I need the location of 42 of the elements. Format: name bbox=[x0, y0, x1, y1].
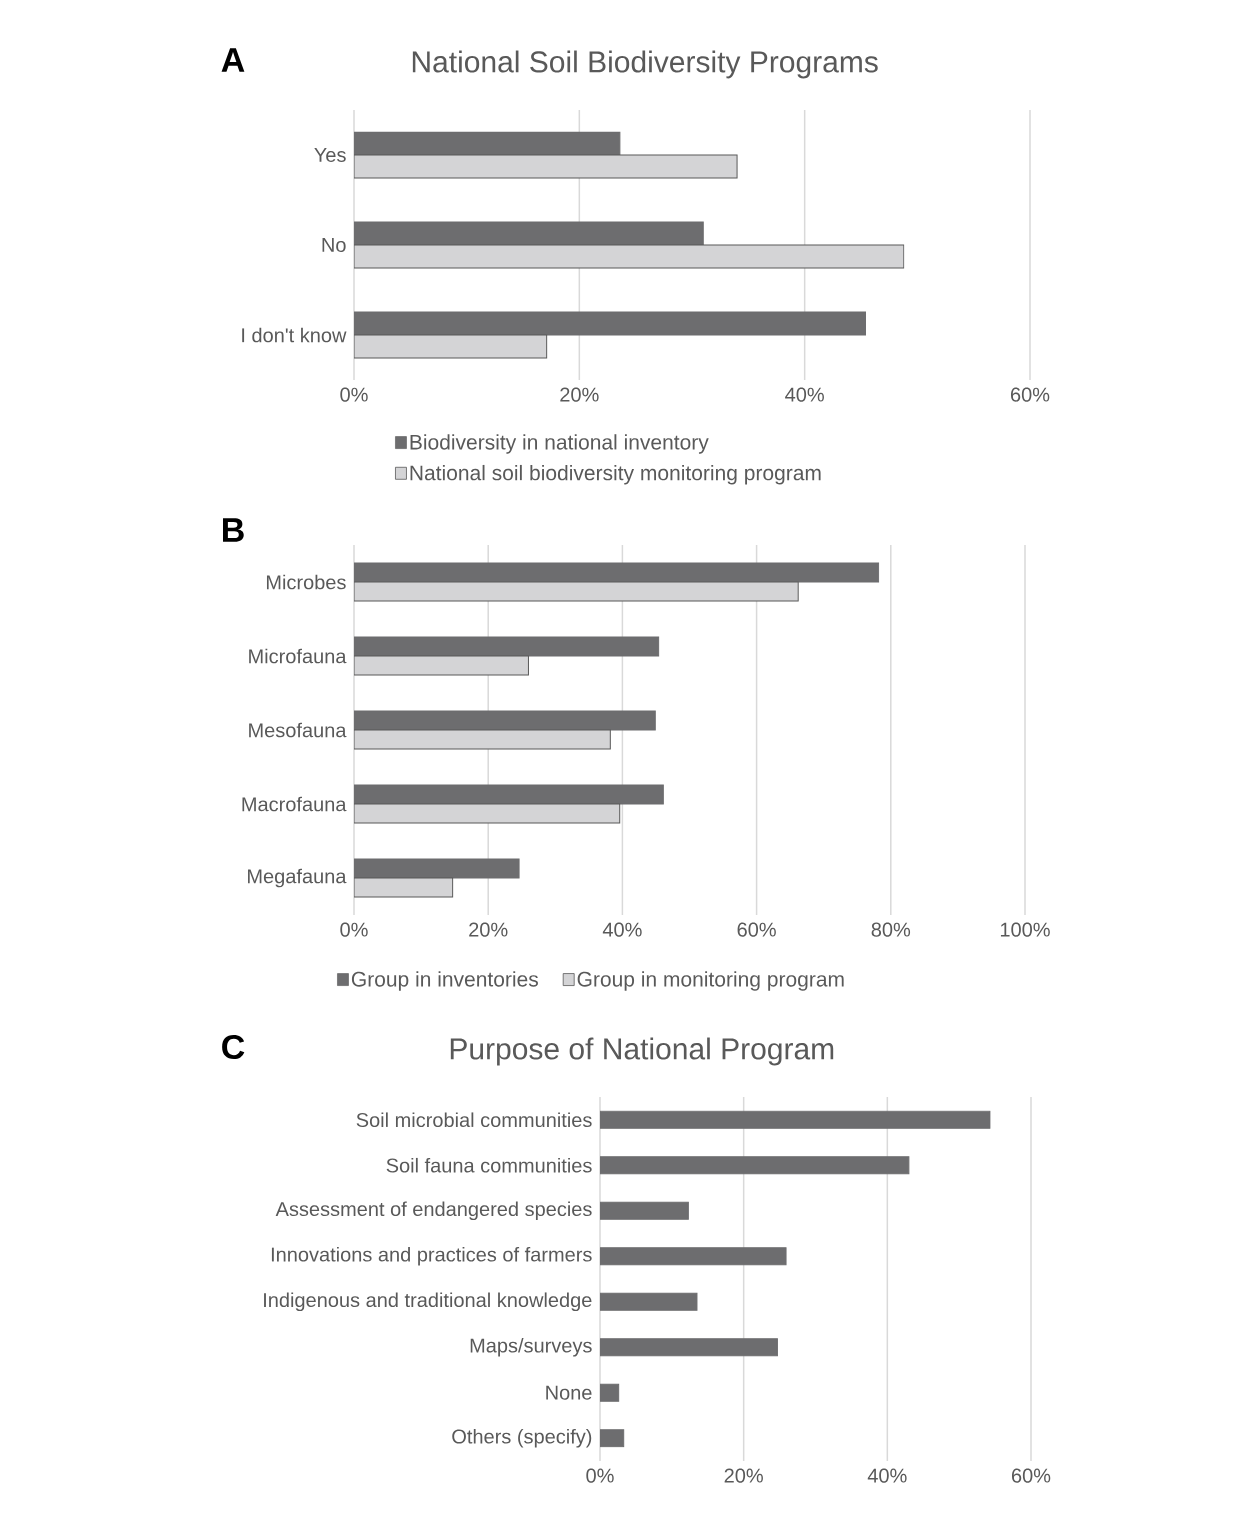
y-tick-label: Soil microbial communities bbox=[356, 1112, 592, 1128]
x-tick-label: 0% bbox=[586, 1468, 614, 1483]
y-tick-label: Megafauna bbox=[248, 868, 347, 888]
x-tick-label: 100% bbox=[1000, 922, 1050, 937]
chart-title: National Soil Biodiversity Programs bbox=[412, 50, 878, 79]
x-tick-label: 20% bbox=[560, 387, 599, 402]
bar bbox=[354, 244, 905, 269]
chart-title: Purpose of National Program bbox=[450, 1037, 834, 1066]
legend-label: Group in monitoring program bbox=[577, 971, 844, 991]
y-tick-label: No bbox=[322, 238, 346, 252]
y-tick-label: Mesofauna bbox=[249, 722, 347, 738]
x-tick-label: 60% bbox=[737, 922, 776, 937]
y-tick-label: Others (specify) bbox=[452, 1428, 592, 1448]
y-tick-label: Soil fauna communities bbox=[386, 1157, 592, 1173]
y-tick-label: Indigenous and traditional knowledge bbox=[264, 1292, 592, 1312]
y-tick-label: Yes bbox=[314, 148, 346, 162]
x-tick-label: 40% bbox=[867, 1468, 907, 1483]
legend-label: Biodiversity in national inventory bbox=[410, 434, 709, 454]
x-tick-label: 20% bbox=[469, 922, 508, 937]
y-tick-label: None bbox=[546, 1385, 592, 1400]
y-tick-label: Assessment of endangered species bbox=[275, 1201, 592, 1221]
y-tick-label: I don't know bbox=[242, 327, 347, 343]
y-tick-label: Maps/surveys bbox=[470, 1337, 592, 1357]
y-tick-label: Microfauna bbox=[249, 648, 347, 664]
bar bbox=[354, 334, 548, 359]
x-tick-label: 60% bbox=[1012, 1468, 1051, 1483]
legend-label: National soil biodiversity monitoring program bbox=[410, 464, 821, 485]
text: A bbox=[221, 48, 245, 72]
x-tick-label: 60% bbox=[1011, 387, 1050, 402]
x-tick-label: 20% bbox=[724, 1468, 763, 1483]
bar bbox=[354, 154, 738, 179]
text: B bbox=[223, 518, 244, 542]
y-tick-label: Microbes bbox=[266, 574, 346, 590]
x-tick-label: 80% bbox=[871, 922, 911, 937]
x-tick-label: 0% bbox=[340, 387, 368, 402]
legend-label: Group in inventories bbox=[351, 971, 538, 991]
y-tick-label: Macrofauna bbox=[242, 796, 347, 812]
y-tick-label: Innovations and practices of farmers bbox=[271, 1246, 592, 1266]
x-tick-label: 40% bbox=[785, 387, 824, 402]
x-tick-label: 0% bbox=[340, 922, 368, 937]
text: C bbox=[222, 1034, 245, 1060]
x-tick-label: 40% bbox=[602, 922, 642, 937]
